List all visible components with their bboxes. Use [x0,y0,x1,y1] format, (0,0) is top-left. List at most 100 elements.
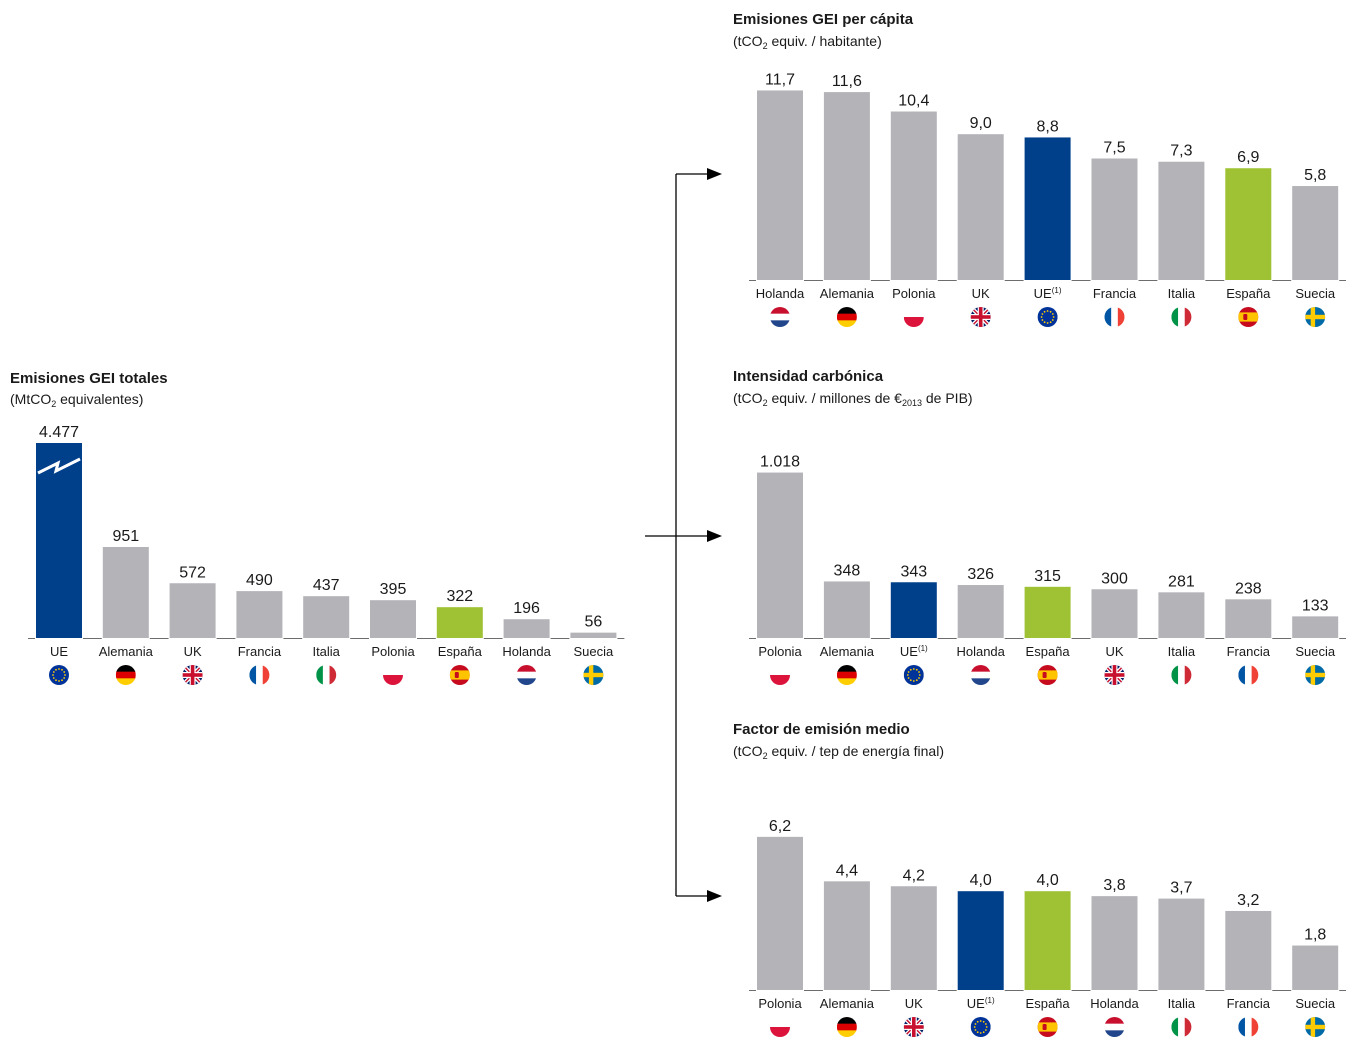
uk-flag-icon [182,665,203,685]
bar-totales-Polonia [370,600,416,638]
netherlands-flag-icon [970,665,991,685]
bar-intensidad-Italia [1158,592,1205,638]
value-label: 8,8 [1036,118,1058,135]
chart-subtitle-intensidad: (tCO2 equiv. / millones de €2013 de PIB) [733,390,973,408]
bar-totales-Suecia [570,632,617,638]
value-label: 4,0 [970,872,992,889]
spain-flag-icon [1238,307,1259,327]
category-label: España [438,644,483,659]
bar-factor-Francia [1225,910,1272,990]
netherlands-flag-icon [516,665,537,685]
chart-subtitle-per-capita: (tCO2 equiv. / habitante) [733,33,882,51]
poland-flag-icon [383,665,403,685]
bar-intensidad-UE [890,582,937,638]
value-label: 951 [112,528,139,545]
category-label: Italia [1168,644,1196,659]
category-label: Italia [1168,996,1196,1011]
bar-factor-Polonia [757,836,803,990]
category-label: Italia [312,644,340,659]
arrow-head [707,168,722,180]
value-label: 5,8 [1304,167,1326,184]
category-label: España [1026,644,1071,659]
netherlands-flag-icon [770,307,790,327]
value-label: 6,9 [1237,149,1259,166]
eu-flag-icon [49,665,69,685]
eu-flag-icon [970,1017,991,1037]
poland-flag-icon [770,665,790,685]
value-label: 11,7 [765,71,795,88]
chart-title-per-capita: Emisiones GEI per cápita [733,11,914,28]
netherlands-flag-icon [1104,1017,1125,1037]
arrow-head [707,530,722,542]
spain-flag-icon [1037,1017,1058,1037]
bar-intensidad-Polonia [757,472,803,638]
value-label: 437 [313,577,340,594]
chart-subtitle-factor: (tCO2 equiv. / tep de energía final) [733,743,944,761]
sweden-flag-icon [1305,665,1326,685]
value-label: 3,2 [1237,892,1259,909]
chart-title-factor: Factor de emisión medio [733,721,910,738]
bar-factor-UK [890,886,937,990]
value-label: 7,5 [1103,140,1125,157]
bar-chart-factor: 6,2 Polonia 4,4 Alemania 4,2 UK 4,0 UE(1) 4,0 Esp… [749,818,1346,1037]
france-flag-icon [1238,1017,1259,1037]
category-label: España [1226,286,1271,301]
uk-flag-icon [970,307,991,327]
arrow-head [707,890,722,902]
chart-subtitle-totales: (MtCO2 equivalentes) [10,391,144,409]
category-label: España [1026,996,1071,1011]
value-label: 3,7 [1170,880,1192,897]
poland-flag-icon [903,307,924,327]
bar-factor-España [1024,891,1071,990]
bar-totales-Holanda [503,619,550,638]
bar-totales-Francia [236,591,283,638]
value-label: 4,4 [836,862,858,879]
bar-totales-UK [169,583,216,638]
value-label: 4,0 [1036,872,1058,889]
category-label: UE [50,644,68,659]
category-label: Holanda [956,644,1005,659]
value-label: 133 [1302,597,1329,614]
value-label: 572 [179,564,206,581]
bar-totales-España [436,607,483,638]
category-label: UK [1105,644,1123,659]
bar-per_capita-Holanda [757,90,803,281]
category-label: Polonia [371,644,415,659]
germany-flag-icon [836,665,857,685]
bar-per_capita-Polonia [890,111,937,281]
sweden-flag-icon [583,665,604,685]
category-label: Francia [1093,286,1137,301]
category-label: UK [972,286,990,301]
poland-flag-icon [770,1017,790,1037]
italy-flag-icon [1171,307,1192,327]
sweden-flag-icon [1305,307,1326,327]
category-label: Holanda [1090,996,1139,1011]
chart-title-totales: Emisiones GEI totales [10,370,168,387]
category-label: UE(1) [900,644,928,659]
eu-flag-icon [1037,307,1058,327]
sweden-flag-icon [1305,1017,1326,1037]
bar-chart-intensidad: 1.018 Polonia 348 Alemania 343 UE(1) 326 Holand… [749,454,1346,685]
bar-totales-Alemania [102,546,149,638]
france-flag-icon [1238,665,1259,685]
category-label: Suecia [1295,996,1336,1011]
eu-flag-icon [903,665,924,685]
category-label: Francia [1227,644,1271,659]
spain-flag-icon [449,665,470,685]
bar-intensidad-España [1024,586,1071,638]
value-label: 348 [834,562,861,579]
category-label: Alemania [820,286,875,301]
bar-factor-Italia [1158,898,1205,990]
category-label: Alemania [820,644,875,659]
italy-flag-icon [1171,1017,1192,1037]
category-label: Francia [238,644,282,659]
value-label: 322 [446,588,473,605]
chart-title-intensidad: Intensidad carbónica [733,368,884,385]
germany-flag-icon [115,665,136,685]
value-label: 326 [967,566,994,583]
value-label: 395 [380,581,407,598]
category-label: Polonia [758,644,802,659]
bar-intensidad-Francia [1225,599,1272,638]
category-label: Suecia [1295,286,1336,301]
